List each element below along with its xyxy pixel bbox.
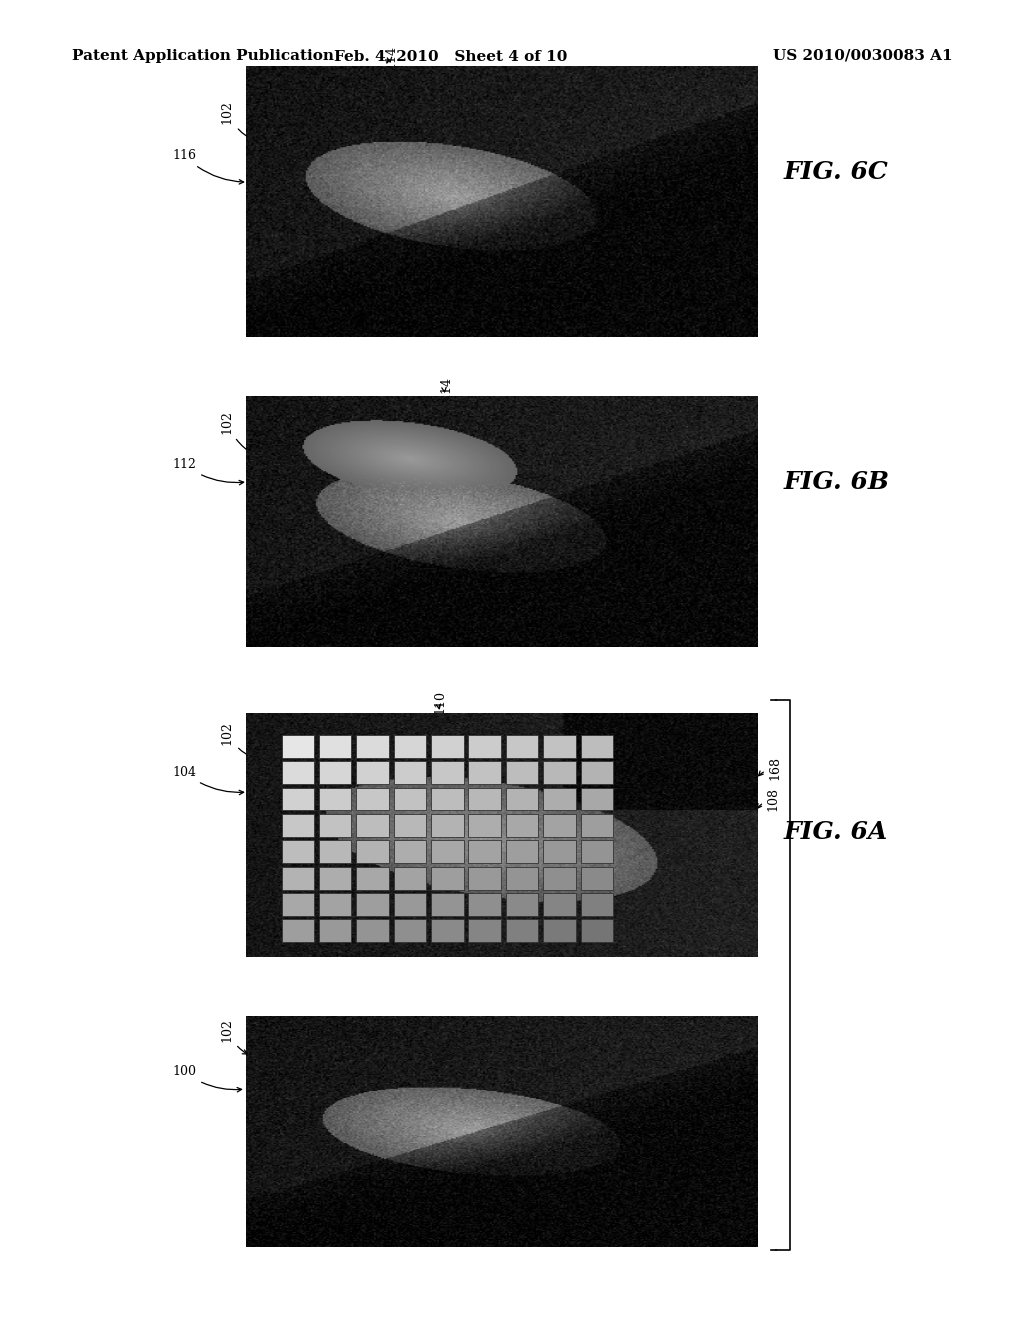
Bar <box>431 788 464 810</box>
Text: 112: 112 <box>172 458 244 484</box>
Bar <box>282 788 314 810</box>
Bar <box>393 867 426 890</box>
Bar <box>469 814 501 837</box>
Text: 116: 116 <box>172 149 244 183</box>
Bar <box>543 788 575 810</box>
Bar <box>543 920 575 942</box>
Bar <box>393 762 426 784</box>
Text: FIG. 6C: FIG. 6C <box>783 160 888 183</box>
Bar <box>393 735 426 758</box>
Text: 102: 102 <box>221 1018 247 1053</box>
Bar <box>319 788 351 810</box>
Bar <box>356 841 389 863</box>
Bar <box>319 894 351 916</box>
Bar <box>393 814 426 837</box>
Text: FIG. 6B: FIG. 6B <box>783 470 890 494</box>
Bar <box>319 735 351 758</box>
Bar <box>356 788 389 810</box>
Bar <box>431 814 464 837</box>
Bar <box>356 735 389 758</box>
Bar <box>506 814 539 837</box>
Bar <box>282 762 314 784</box>
Bar <box>469 735 501 758</box>
Text: 114: 114 <box>385 45 397 69</box>
Text: 102: 102 <box>221 411 252 453</box>
Bar <box>282 735 314 758</box>
Bar <box>506 867 539 890</box>
Bar <box>506 762 539 784</box>
Bar <box>581 762 613 784</box>
Bar <box>282 920 314 942</box>
Bar <box>543 894 575 916</box>
Bar <box>431 867 464 890</box>
Bar <box>282 867 314 890</box>
Bar <box>356 867 389 890</box>
Text: 108: 108 <box>757 787 779 810</box>
Bar <box>319 867 351 890</box>
Bar <box>469 894 501 916</box>
Bar <box>543 867 575 890</box>
Bar <box>393 841 426 863</box>
Bar <box>393 788 426 810</box>
Bar <box>469 920 501 942</box>
Bar <box>319 841 351 863</box>
Bar <box>543 814 575 837</box>
Bar <box>282 841 314 863</box>
Bar <box>319 814 351 837</box>
Bar <box>506 788 539 810</box>
Bar <box>469 762 501 784</box>
Text: FIG. 6A: FIG. 6A <box>783 820 888 843</box>
Text: 102: 102 <box>221 721 252 758</box>
Bar <box>431 735 464 758</box>
Bar <box>581 867 613 890</box>
Text: 102: 102 <box>221 100 254 141</box>
Text: Patent Application Publication: Patent Application Publication <box>72 49 334 63</box>
Bar <box>581 735 613 758</box>
Bar <box>282 814 314 837</box>
Bar <box>506 894 539 916</box>
Text: 104: 104 <box>172 766 244 795</box>
Bar <box>356 920 389 942</box>
Bar <box>282 894 314 916</box>
Bar <box>581 920 613 942</box>
Text: US 2010/0030083 A1: US 2010/0030083 A1 <box>773 49 952 63</box>
Bar <box>356 762 389 784</box>
Bar <box>431 841 464 863</box>
Bar <box>543 762 575 784</box>
Text: Feb. 4, 2010   Sheet 4 of 10: Feb. 4, 2010 Sheet 4 of 10 <box>334 49 567 63</box>
Bar <box>393 894 426 916</box>
Bar <box>356 894 389 916</box>
Bar <box>469 841 501 863</box>
Bar <box>543 841 575 863</box>
Bar <box>469 788 501 810</box>
Text: 110: 110 <box>434 690 446 714</box>
Bar <box>431 894 464 916</box>
Bar <box>506 920 539 942</box>
Bar <box>431 920 464 942</box>
Bar <box>469 867 501 890</box>
Bar <box>581 788 613 810</box>
Bar <box>356 814 389 837</box>
Bar <box>393 920 426 942</box>
Bar <box>581 894 613 916</box>
Text: 114: 114 <box>439 376 452 400</box>
Text: 100: 100 <box>172 1065 242 1092</box>
Bar <box>506 841 539 863</box>
Bar <box>319 920 351 942</box>
Text: 168: 168 <box>759 756 781 780</box>
Bar <box>319 762 351 784</box>
Bar <box>506 735 539 758</box>
Bar <box>581 841 613 863</box>
Bar <box>431 762 464 784</box>
Bar <box>581 814 613 837</box>
Bar <box>543 735 575 758</box>
